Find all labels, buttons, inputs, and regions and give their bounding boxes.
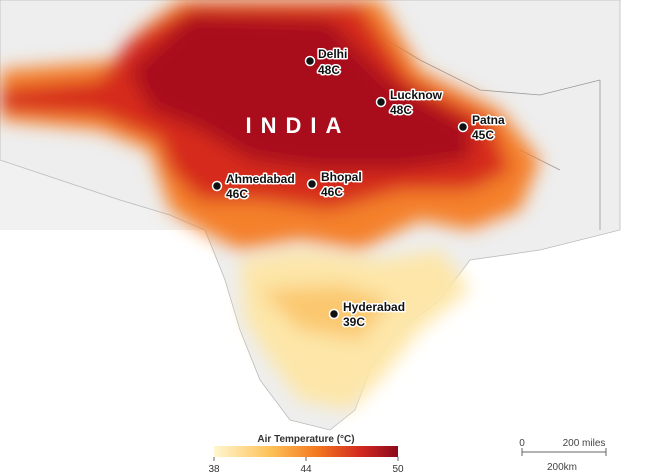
city-name: Patna xyxy=(472,113,505,127)
city-temp: 48C xyxy=(390,103,412,117)
temperature-field xyxy=(0,0,540,410)
city-name: Bhopal xyxy=(321,170,362,184)
city-temp: 46C xyxy=(321,185,343,199)
city-dot xyxy=(306,178,318,190)
city-markers: Delhi 48C Lucknow 48C Patna 45C Ahmedaba… xyxy=(211,46,507,331)
city-name: Ahmedabad xyxy=(226,172,295,186)
scale-km: 200km xyxy=(547,462,577,473)
legend: Air Temperature (°C) 38 44 50 xyxy=(208,434,404,474)
legend-tick-label: 50 xyxy=(392,464,404,474)
city-name: Lucknow xyxy=(390,88,443,102)
scale-miles: 200 miles xyxy=(563,438,606,449)
color-bar xyxy=(214,446,398,457)
legend-title: Air Temperature (°C) xyxy=(257,434,354,445)
city-dot xyxy=(457,121,469,133)
city-temp: 46C xyxy=(226,187,248,201)
city-temp: 39C xyxy=(343,315,365,329)
city-dot xyxy=(211,180,223,192)
city-temp: 48C xyxy=(318,63,340,77)
city-name: Hyderabad xyxy=(343,300,405,314)
city-dot xyxy=(328,308,340,320)
city-temp: 45C xyxy=(472,128,494,142)
legend-tick-label: 44 xyxy=(300,464,312,474)
scale-zero: 0 xyxy=(519,438,525,449)
country-label: INDIA xyxy=(246,113,351,138)
legend-tick-label: 38 xyxy=(208,464,220,474)
scale-bar: 0 200 miles 200km xyxy=(519,438,607,473)
city-dot xyxy=(304,55,316,67)
city-name: Delhi xyxy=(318,47,347,61)
city-dot xyxy=(375,96,387,108)
